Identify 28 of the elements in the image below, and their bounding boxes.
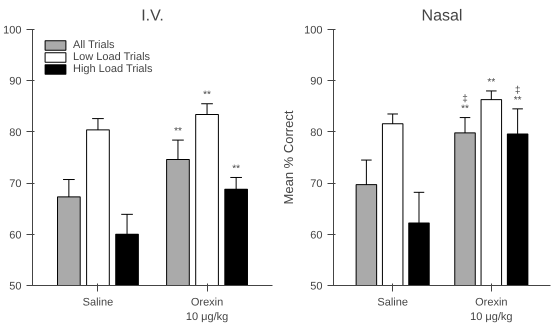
y-tick-label: 60 xyxy=(9,229,22,242)
y-tick-label: 100 xyxy=(3,24,22,36)
y-tick-label: 100 xyxy=(304,24,323,36)
y-tick-label: 90 xyxy=(9,76,22,88)
data-label: ‡ ** xyxy=(461,94,470,115)
legend-label: All Trials xyxy=(73,39,115,51)
y-tick-label: 70 xyxy=(310,178,323,190)
legend-label: Low Load Trials xyxy=(73,51,150,63)
legend-label: High Load Trials xyxy=(73,63,152,75)
x-tick-label: Saline xyxy=(377,296,408,308)
y-tick-label: 60 xyxy=(310,229,323,242)
chart-title: Nasal xyxy=(422,8,462,24)
data-label: ** xyxy=(203,90,212,101)
y-tick-label: 80 xyxy=(9,126,22,139)
y-tick-label: 90 xyxy=(310,76,323,88)
y-axis-title: Mean % Correct xyxy=(281,110,296,204)
x-tick-label: Orexin 10 μg/kg xyxy=(186,296,228,323)
data-label: ‡ ** xyxy=(514,84,522,106)
data-label: ** xyxy=(174,126,182,138)
x-tick-label: Saline xyxy=(82,296,114,308)
y-tick-label: 80 xyxy=(310,126,323,139)
y-tick-label: 50 xyxy=(9,280,22,292)
y-tick-label: 50 xyxy=(310,280,323,292)
y-tick-label: 70 xyxy=(9,178,22,190)
x-tick-label: Orexin 10 μg/kg xyxy=(470,296,513,323)
chart-title: I.V. xyxy=(141,8,164,24)
data-label: ** xyxy=(232,163,240,174)
data-label: ** xyxy=(487,76,496,88)
